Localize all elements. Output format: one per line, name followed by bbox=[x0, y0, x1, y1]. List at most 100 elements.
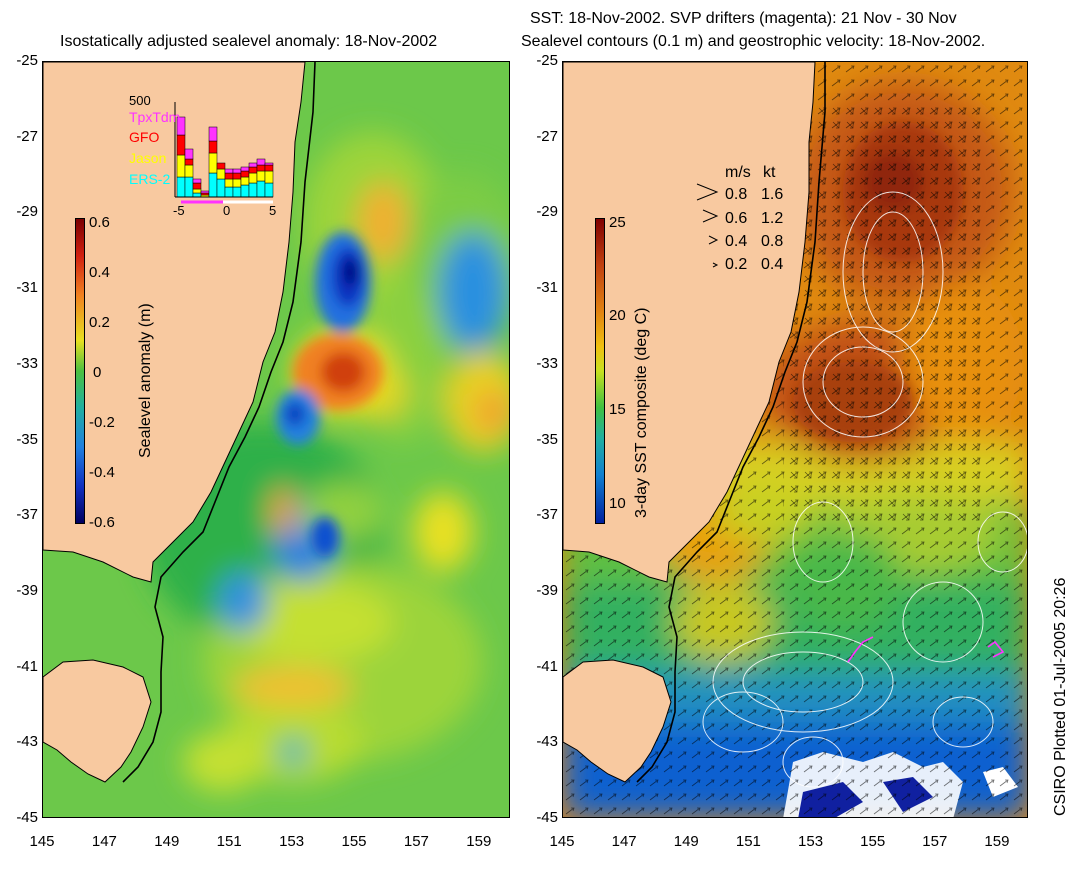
y-tick-label: -35 bbox=[536, 430, 558, 448]
y-tick-label: -25 bbox=[536, 52, 558, 69]
left-panel-title: Isostatically adjusted sealevel anomaly:… bbox=[60, 33, 438, 50]
velocity-key-ms: 0.8 bbox=[725, 186, 748, 203]
anomaly-field bbox=[143, 132, 509, 792]
histogram-bar bbox=[264, 182, 274, 198]
x-tick-label: 155 bbox=[860, 833, 886, 850]
histogram-bar bbox=[240, 184, 250, 198]
sealevel-colorbar bbox=[75, 218, 85, 524]
velocity-key-header-ms: m/s bbox=[725, 164, 751, 181]
sealevel-map[interactable]: 500 TpxTdm GFO Jason ERS-2 -5 0 5 0.6 0.… bbox=[42, 61, 510, 818]
y-tick-label: -37 bbox=[16, 506, 38, 524]
x-tick-label: 155 bbox=[341, 833, 367, 850]
velocity-key-ms: 0.6 bbox=[725, 210, 748, 227]
right-panel-title-line2: Sealevel contours (0.1 m) and geostrophi… bbox=[521, 33, 986, 50]
histogram-bar bbox=[256, 170, 266, 182]
histogram-bar bbox=[224, 172, 234, 180]
sst-map[interactable]: m/s kt 0.8 1.6 0.6 1.2 0.4 0.8 0.2 0.4 2… bbox=[562, 61, 1028, 818]
x-tick-label: 159 bbox=[466, 833, 492, 850]
velocity-key-arrows bbox=[696, 183, 719, 268]
histogram-bar bbox=[208, 152, 218, 174]
x-tick-label: 147 bbox=[91, 833, 117, 850]
y-tick-label: -33 bbox=[536, 354, 558, 372]
x-tick-label: 151 bbox=[735, 833, 761, 850]
sealevel-colorbar-tick: 0.2 bbox=[89, 314, 110, 331]
sst-colorbar-tick: 25 bbox=[609, 214, 626, 231]
x-tick-label: 153 bbox=[798, 833, 824, 850]
velocity-key-ms: 0.4 bbox=[725, 233, 748, 250]
histogram-bar bbox=[184, 148, 194, 160]
sst-map-canvas bbox=[563, 62, 1027, 817]
y-tick-label: -41 bbox=[16, 657, 38, 675]
shelf-contour bbox=[122, 62, 316, 783]
histogram-bar bbox=[176, 134, 186, 156]
tasmania bbox=[43, 659, 152, 783]
x-tick-label: 159 bbox=[984, 833, 1010, 850]
y-tick-label: -43 bbox=[16, 733, 38, 751]
y-tick-label: -27 bbox=[16, 127, 38, 145]
histogram-bar bbox=[176, 154, 186, 178]
histogram-bar bbox=[208, 172, 218, 198]
histogram-bar bbox=[232, 178, 242, 188]
histogram-bar bbox=[200, 192, 210, 196]
y-tick-label: -45 bbox=[536, 809, 558, 826]
histogram-bar bbox=[240, 170, 250, 178]
y-tick-label: -35 bbox=[16, 430, 38, 448]
histogram-bar bbox=[256, 180, 266, 198]
velocity-key-kt: 1.2 bbox=[761, 210, 784, 227]
x-tick-label: 151 bbox=[216, 833, 242, 850]
histogram-bar bbox=[256, 158, 266, 166]
sst-colorbar-tick: 20 bbox=[609, 307, 626, 324]
x-tick-label: 147 bbox=[611, 833, 637, 850]
x-tick-label: 149 bbox=[673, 833, 699, 850]
histogram-xtick-right: 5 bbox=[269, 203, 277, 218]
x-tick-label: 157 bbox=[403, 833, 429, 850]
histogram-bar bbox=[192, 182, 202, 190]
histogram-bar bbox=[264, 162, 274, 166]
histogram-bar bbox=[216, 178, 226, 198]
sealevel-colorbar-tick: 0.4 bbox=[89, 264, 110, 281]
drifter-track bbox=[847, 636, 874, 663]
y-tick-label: -43 bbox=[536, 733, 558, 751]
y-tick-label: -45 bbox=[16, 809, 38, 826]
histogram-bar bbox=[248, 162, 258, 168]
histogram-bar bbox=[248, 172, 258, 184]
histogram-bar bbox=[256, 164, 266, 172]
histogram-bar bbox=[192, 188, 202, 194]
histogram-bar bbox=[224, 178, 234, 188]
histogram-bar bbox=[176, 176, 186, 198]
sealevel-colorbar-tick: -0.4 bbox=[89, 464, 115, 481]
right-panel-title-line1: SST: 18-Nov-2002. SVP drifters (magenta)… bbox=[530, 10, 957, 27]
histogram-bar bbox=[224, 168, 234, 174]
sealevel-colorbar-tick: -0.2 bbox=[89, 414, 115, 431]
histogram-bar bbox=[264, 164, 274, 172]
velocity-key-kt: 1.6 bbox=[761, 186, 784, 203]
australia-mainland bbox=[563, 62, 816, 583]
histogram-bar bbox=[232, 172, 242, 180]
drifter-track bbox=[987, 640, 1005, 658]
histogram-bar bbox=[192, 178, 202, 184]
tasmania bbox=[563, 659, 672, 783]
sealevel-colorbar-tick: 0.6 bbox=[89, 214, 110, 231]
histogram-bar bbox=[216, 162, 226, 170]
velocity-key-kt: 0.8 bbox=[761, 233, 784, 250]
y-tick-label: -29 bbox=[536, 203, 558, 221]
mission-label-gfo: GFO bbox=[129, 129, 160, 145]
histogram-bar bbox=[264, 170, 274, 184]
sst-colorbar-tick: 15 bbox=[609, 401, 626, 418]
x-tick-label: 157 bbox=[922, 833, 948, 850]
histogram-bar bbox=[232, 168, 242, 174]
sealevel-colorbar-tick: 0 bbox=[93, 364, 102, 381]
x-tick-label: 149 bbox=[154, 833, 180, 850]
histogram-bar bbox=[184, 176, 194, 198]
velocity-key-header-kt: kt bbox=[763, 164, 776, 181]
x-tick-label: 153 bbox=[279, 833, 305, 850]
mission-histogram-inset bbox=[174, 102, 274, 204]
sealevel-colorbar-tick: -0.6 bbox=[89, 514, 115, 531]
histogram-xtick-left: -5 bbox=[173, 203, 185, 218]
x-tick-label: 145 bbox=[29, 833, 55, 850]
histogram-bar bbox=[240, 166, 250, 172]
histogram-bar bbox=[248, 182, 258, 198]
histogram-bar bbox=[208, 140, 218, 154]
histogram-bar bbox=[200, 190, 210, 194]
y-tick-label: -31 bbox=[16, 279, 38, 297]
